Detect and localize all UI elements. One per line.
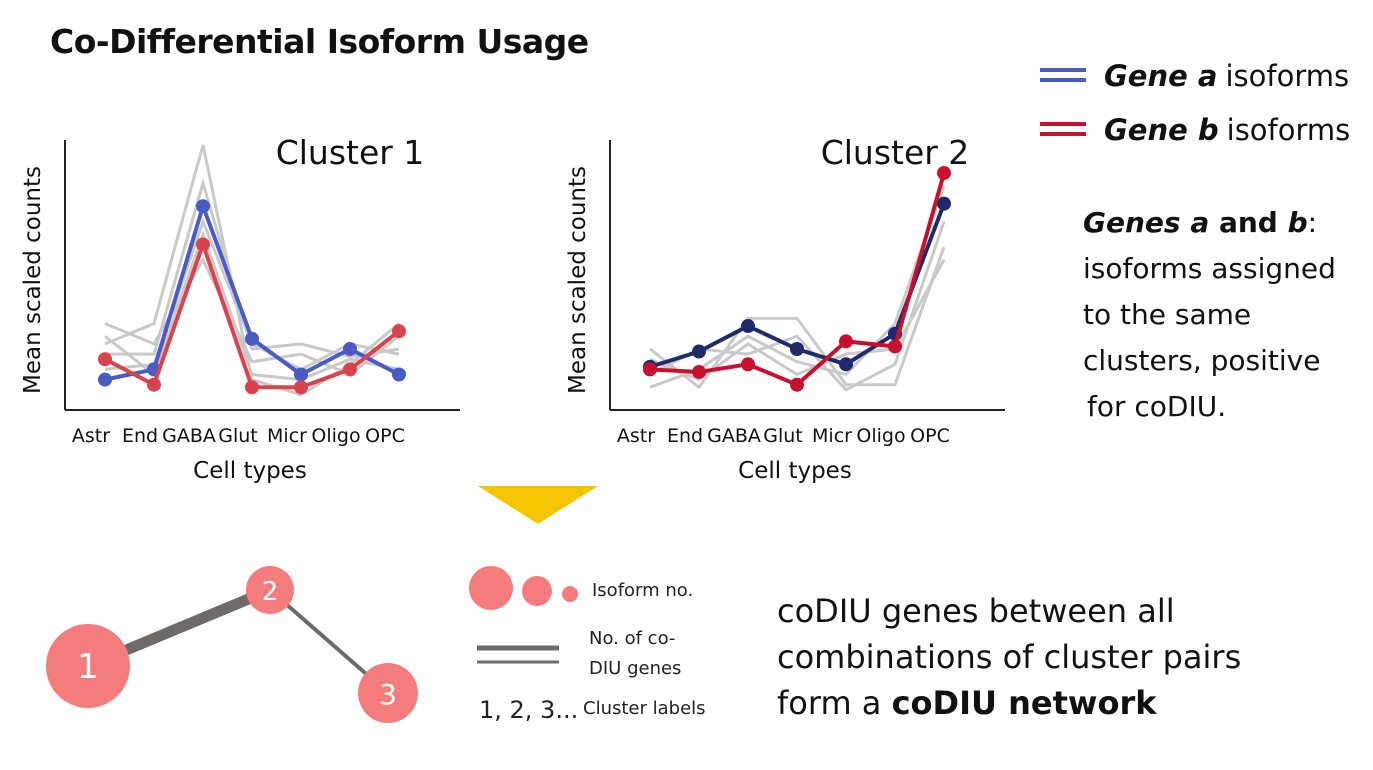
legend-swatch-gene-b [1040,122,1086,138]
series-point-gene-b-end [692,364,706,379]
caption-line-3-prefix: form a [777,684,892,722]
series-point-gene-b-glut [790,377,804,392]
x-tick-label-end: End [667,425,703,447]
series-point-gene-a-opc [937,196,951,211]
note-gene-b: b [1287,206,1308,239]
background-series-line-1 [104,144,400,397]
key-isoform-label: Isoform no. [592,580,693,601]
series-point-gene-b-gaba [196,237,210,252]
x-tick-label-opc: OPC [365,425,405,447]
caption-line-3: form a coDIU network [777,680,1241,726]
x-tick-label-astr: Astr [617,425,655,447]
network-caption: coDIU genes between all combinations of … [777,588,1241,726]
note-gene-a: a [1190,206,1210,239]
legend-gene-a-suffix: isoforms [1225,59,1350,93]
series-point-gene-b-gaba [741,357,755,372]
chart-title: Cluster 2 [821,133,970,172]
series-point-gene-a-micr [294,367,308,382]
key-isoform-circle-medium [522,576,552,606]
series-point-gene-b-astr [643,362,657,377]
caption-line-1: coDIU genes between all [777,592,1175,630]
codiu-network: 1 2 3 [46,566,418,723]
x-tick-label-glut: Glut [218,425,258,447]
network-node-1-label: 1 [77,647,99,687]
background-series-line-5 [104,229,400,382]
background-series-line-1 [649,246,946,390]
legend-gene-b-suffix: isoforms [1226,113,1351,147]
series-point-gene-b-astr [98,352,112,367]
series-point-gene-b-opc [937,166,951,181]
cluster-2-chart: Cluster 2 Mean scaled counts Cell types Ast… [565,133,1005,484]
key-cluster-example: 1, 2, 3... [479,696,578,724]
codiu-note: Genes a and b: isoforms assigned to the … [1083,200,1336,430]
series-point-gene-a-gaba [196,199,210,214]
note-line-4: clusters, positive [1083,344,1321,377]
series-point-gene-a-glut [790,342,804,356]
key-isoform-circle-small [562,586,578,602]
network-node-2-label: 2 [262,577,279,607]
series-point-gene-a-glut [245,331,259,346]
x-tick-label-astr: Astr [72,425,110,447]
x-tick-label-glut: Glut [763,425,803,447]
x-tick-label-gaba: GABA [162,425,216,447]
legend: Gene a isoforms Gene b isoforms [1040,55,1350,151]
x-tick-label-opc: OPC [910,425,950,447]
note-line-5: for coDIU. [1087,390,1227,423]
x-tick-label-gaba: GABA [707,425,761,447]
series-point-gene-b-end [147,377,161,392]
x-tick-label-end: End [122,425,158,447]
key-codiu-label-2: DIU genes [589,658,681,679]
series-point-gene-a-gaba [741,319,755,334]
x-tick-label-micr: Micr [812,425,852,447]
x-axis-label: Cell types [193,458,307,484]
page-title: Co-Differential Isoform Usage [50,22,589,61]
note-line-2: isoforms assigned [1083,252,1336,285]
x-tick-label-oligo: Oligo [856,425,905,447]
series-point-gene-b-micr [294,380,308,395]
legend-item-gene-b: Gene b isoforms [1040,109,1350,151]
series-point-gene-b-glut [245,380,259,395]
key-cluster-label: Cluster labels [583,698,706,719]
series-point-gene-a-opc [392,367,406,382]
series-point-gene-a-astr [98,372,112,387]
x-tick-label-micr: Micr [267,425,307,447]
note-line-3: to the same [1083,298,1252,331]
network-node-1 [46,624,130,708]
series-point-gene-a-end [692,344,706,359]
legend-swatch-gene-a [1040,68,1086,84]
chart-title: Cluster 1 [276,133,425,172]
key-codiu-label-1: No. of co- [589,628,675,649]
y-axis-label: Mean scaled counts [565,166,591,394]
legend-item-gene-a: Gene a isoforms [1040,55,1350,97]
series-point-gene-b-oligo [343,362,357,377]
network-node-2 [246,566,294,614]
key-isoform-circle-large [469,566,513,610]
y-axis-label: Mean scaled counts [20,166,46,394]
caption-line-2: combinations of cluster pairs [777,638,1242,676]
series-point-gene-b-oligo [888,339,902,354]
background-series-line-2 [649,185,946,389]
series-point-gene-a-micr [839,357,853,372]
series-point-gene-b-micr [839,334,853,349]
series-point-gene-b-opc [392,324,406,339]
x-tick-label-oligo: Oligo [311,425,360,447]
network-node-3 [358,663,418,723]
background-series-line-2 [105,177,400,359]
note-colon: : [1307,206,1318,239]
x-axis-label: Cell types [738,458,852,484]
network-node-3-label: 3 [379,678,397,711]
caption-network-term: coDIU network [891,684,1157,722]
legend-gene-b-name: Gene b [1104,113,1219,147]
network-key: Isoform no. No. of co- DIU genes 1, 2, 3… [469,566,706,724]
down-arrow-icon [478,486,598,524]
note-and: and [1209,206,1288,239]
note-line-1: Genes a and b: [1083,200,1336,246]
note-genes-word: Genes [1083,206,1191,239]
legend-gene-a-name: Gene a [1104,59,1218,93]
series-point-gene-a-oligo [343,342,357,356]
cluster-1-chart: Cluster 1 Mean scaled counts Cell types Ast… [20,133,460,484]
